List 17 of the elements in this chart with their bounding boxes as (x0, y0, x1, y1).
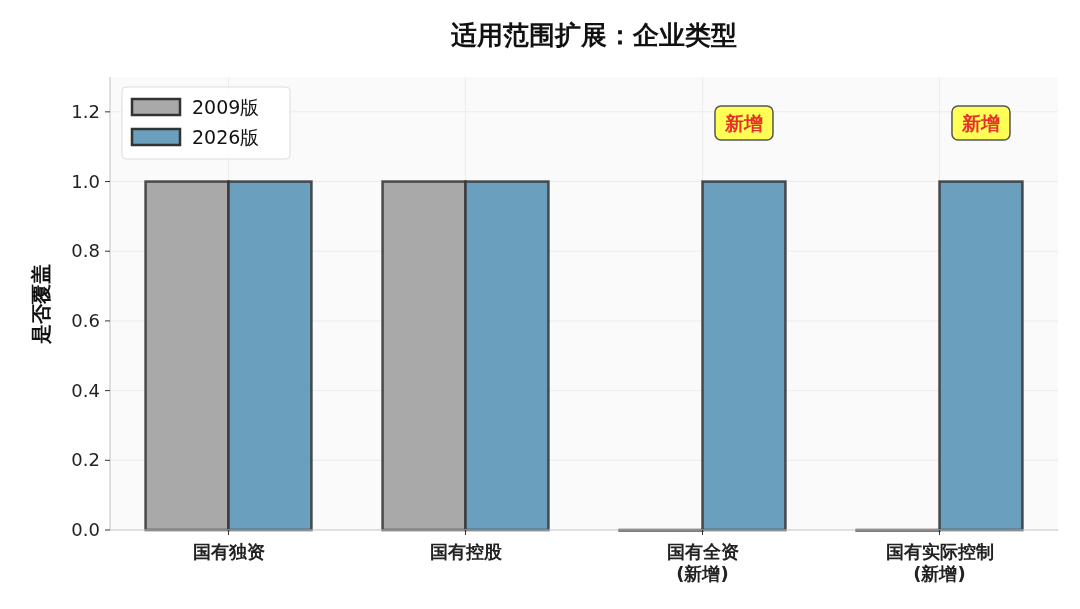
y-tick-label: 0.8 (71, 240, 100, 262)
y-tick-label: 0.0 (71, 519, 100, 540)
y-tick-label: 0.4 (71, 379, 100, 401)
x-tick-label: 国有独资 (192, 541, 265, 562)
y-tick-label: 1.2 (71, 100, 100, 122)
x-tick-label: 国有实际控制 (新增) (885, 541, 994, 584)
x-tick-label: 国有控股 (429, 541, 503, 562)
y-tick-label: 0.6 (71, 309, 100, 331)
y-tick-label: 1.0 (71, 170, 100, 192)
y-axis-title: 是否覆盖 (29, 263, 53, 345)
annotation: 新增 (723, 112, 763, 134)
annotation: 新增 (960, 112, 1000, 134)
legend-label: 2026版 (192, 126, 260, 148)
chart-title: 适用范围扩展：企业类型 (450, 20, 737, 50)
legend-label: 2009版 (192, 96, 260, 118)
y-tick-label: 0.2 (71, 449, 100, 471)
x-tick-label: 国有全资 (新增) (666, 541, 739, 584)
